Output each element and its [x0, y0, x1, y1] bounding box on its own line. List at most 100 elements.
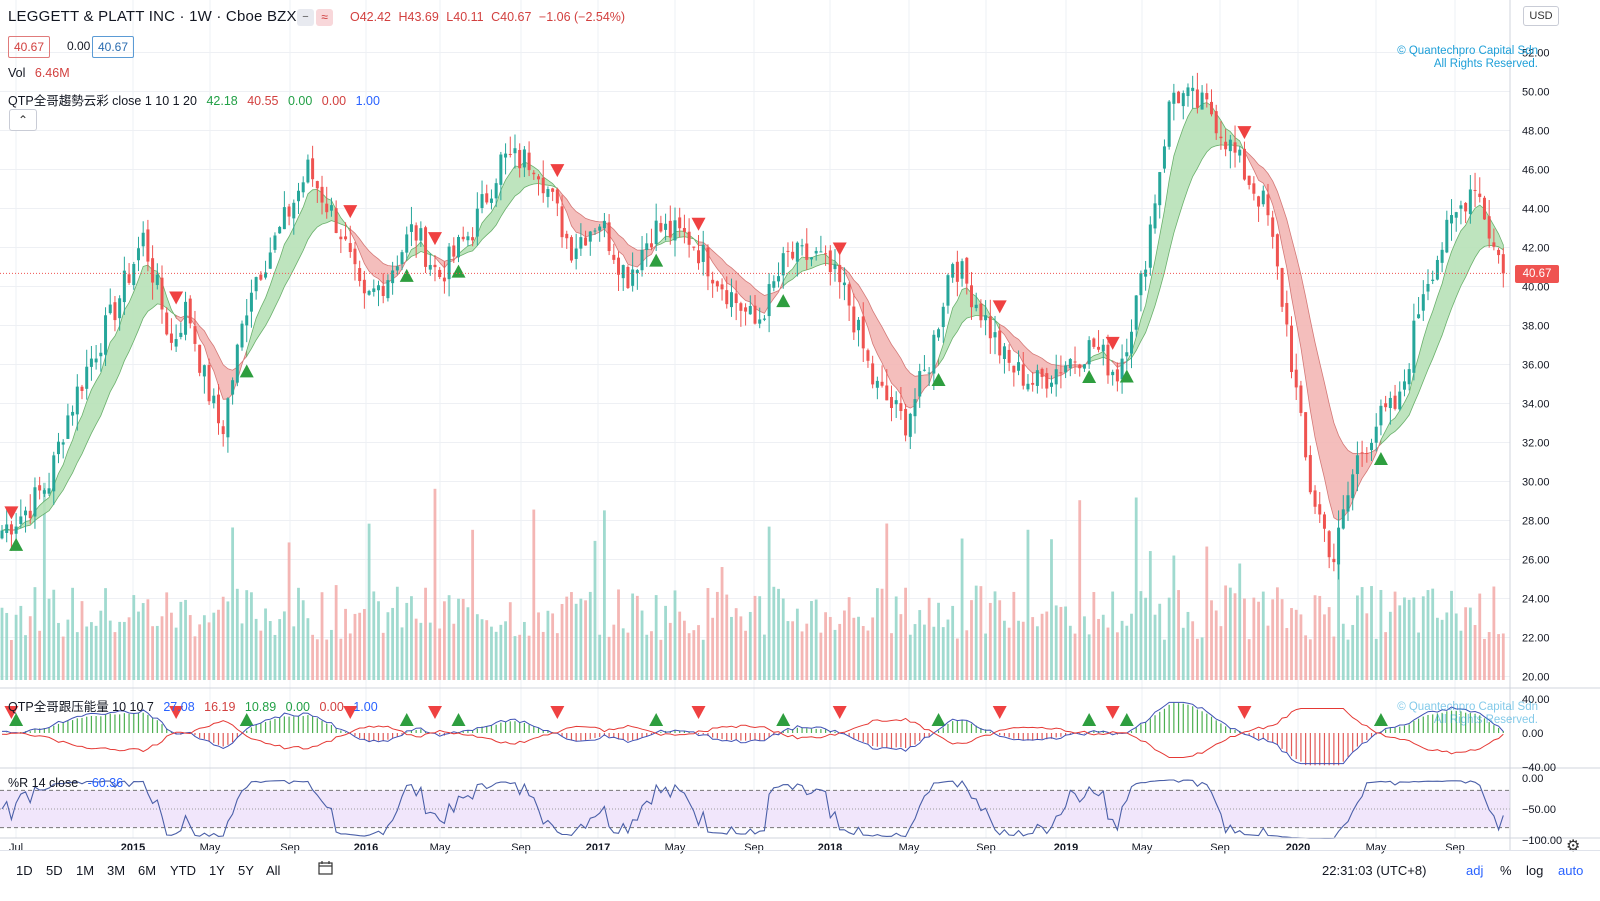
range-5d[interactable]: 5D [46, 863, 63, 878]
candle-body [682, 227, 686, 232]
candle-body [94, 358, 98, 363]
candle-body [132, 264, 136, 286]
candle-body [24, 510, 28, 516]
pressure-sell-triangle [427, 706, 442, 719]
volume-bar [104, 588, 107, 680]
candle-body [235, 344, 239, 383]
time-tick-label: 2016 [354, 842, 378, 854]
candle-body [607, 222, 611, 252]
volume-bar [645, 634, 649, 680]
symbol-title[interactable]: LEGGETT & PLATT INC · 1W · Cboe BZX [8, 8, 297, 25]
pressure-value-4: 0.00 [285, 700, 310, 714]
volume-bar [1167, 597, 1171, 680]
volume-bar [1337, 557, 1340, 680]
time-tick-label: Sep [976, 842, 996, 854]
volume-bar [1177, 590, 1180, 680]
candle-body [198, 344, 202, 373]
volume-bar [170, 612, 173, 680]
calendar-icon[interactable] [318, 861, 334, 875]
sell-price-box[interactable]: 40.67 [8, 36, 51, 58]
log-toggle[interactable]: log [1526, 863, 1544, 878]
range-1y[interactable]: 1Y [209, 863, 225, 878]
volume-bar [325, 639, 329, 680]
range-5y[interactable]: 5Y [238, 863, 254, 878]
volume-bar [424, 587, 427, 680]
range-3m[interactable]: 3M [107, 863, 126, 878]
trend-cloud-legend[interactable]: QTP全哥趨勢云彩 close 1 10 1 20 42.18 40.55 0.… [8, 90, 380, 109]
candle-body [1007, 349, 1011, 363]
time-tick-label: May [200, 842, 221, 854]
candle-body [311, 158, 315, 180]
candle-body [259, 274, 263, 280]
volume-bar [1341, 623, 1345, 680]
candle-body [1092, 338, 1096, 347]
range-1m[interactable]: 1M [76, 863, 95, 878]
volume-bar [508, 602, 512, 680]
currency-button[interactable]: USD [1523, 6, 1559, 26]
low-value: L40.11 [446, 10, 484, 24]
candle-body [791, 251, 795, 259]
volume-legend[interactable]: Vol 6.46M [8, 66, 70, 80]
volume-bar [1313, 595, 1317, 680]
candle-body [1379, 405, 1383, 426]
change-value: −1.06 (−2.54%) [538, 10, 626, 24]
volume-bar [753, 595, 757, 680]
candle-body [254, 277, 258, 292]
volume-bar [772, 586, 776, 680]
volume-bar [763, 634, 766, 680]
candle-body [1285, 303, 1289, 325]
percent-toggle[interactable]: % [1500, 863, 1512, 878]
collapse-legend-button[interactable]: ⌃ [9, 109, 37, 131]
volume-bar [1243, 598, 1246, 680]
candle-body [1106, 344, 1110, 376]
candle-body [1421, 294, 1425, 311]
pressure-legend[interactable]: QTP全哥跟压能量 10 10 7 27.08 16.19 10.89 0.00… [8, 696, 378, 715]
candle-body [1162, 146, 1166, 169]
candle-body [1238, 149, 1242, 156]
buy-price-box[interactable]: 40.67 [92, 36, 135, 58]
candle-body [155, 274, 159, 285]
williams-r-legend[interactable]: %R 14 close -60.36 [8, 776, 123, 790]
candle-body [249, 292, 253, 312]
candle-body [1388, 397, 1392, 409]
compare-mode-icon[interactable]: ≈ [316, 9, 333, 26]
pressure-sell-triangle [1105, 706, 1120, 719]
range-ytd[interactable]: YTD [170, 863, 196, 878]
volume-bar [720, 567, 724, 680]
candle-body [1068, 359, 1072, 369]
candle-body [386, 280, 390, 299]
candle-body [1459, 205, 1463, 209]
wr-tick-label: 0.00 [1522, 773, 1543, 785]
volume-bar [113, 632, 117, 680]
volume-bar [1195, 638, 1199, 680]
candle-body [885, 385, 889, 401]
volume-bar [1436, 617, 1439, 680]
volume-bar [1454, 613, 1458, 680]
range-all[interactable]: All [266, 863, 281, 878]
candle-body [1064, 365, 1068, 373]
auto-toggle[interactable]: auto [1558, 863, 1584, 878]
candle-body [673, 220, 677, 241]
candle-body [1082, 364, 1086, 369]
candle-body [1224, 141, 1228, 150]
volume-bar [612, 624, 616, 680]
price-tick-label: 32.00 [1522, 438, 1550, 450]
cloud-bullish [458, 161, 558, 258]
candle-body [1111, 371, 1115, 376]
adj-toggle[interactable]: adj [1466, 863, 1484, 878]
current-price-label: 40.67 [1515, 265, 1559, 283]
volume-bar [1031, 617, 1035, 680]
range-6m[interactable]: 6M [138, 863, 157, 878]
volume-bar [66, 619, 70, 680]
volume-bar [1224, 585, 1228, 680]
clock-readout[interactable]: 22:31:03 (UTC+8) [1322, 863, 1427, 878]
volume-bar [927, 597, 931, 680]
candle-body [635, 270, 639, 274]
range-1d[interactable]: 1D [16, 863, 33, 878]
candle-body [998, 330, 1002, 356]
line-mode-icon[interactable]: − [297, 9, 314, 26]
volume-bar [108, 620, 112, 680]
volume-bar [607, 636, 611, 680]
buy-signal-up-triangle [239, 364, 254, 378]
